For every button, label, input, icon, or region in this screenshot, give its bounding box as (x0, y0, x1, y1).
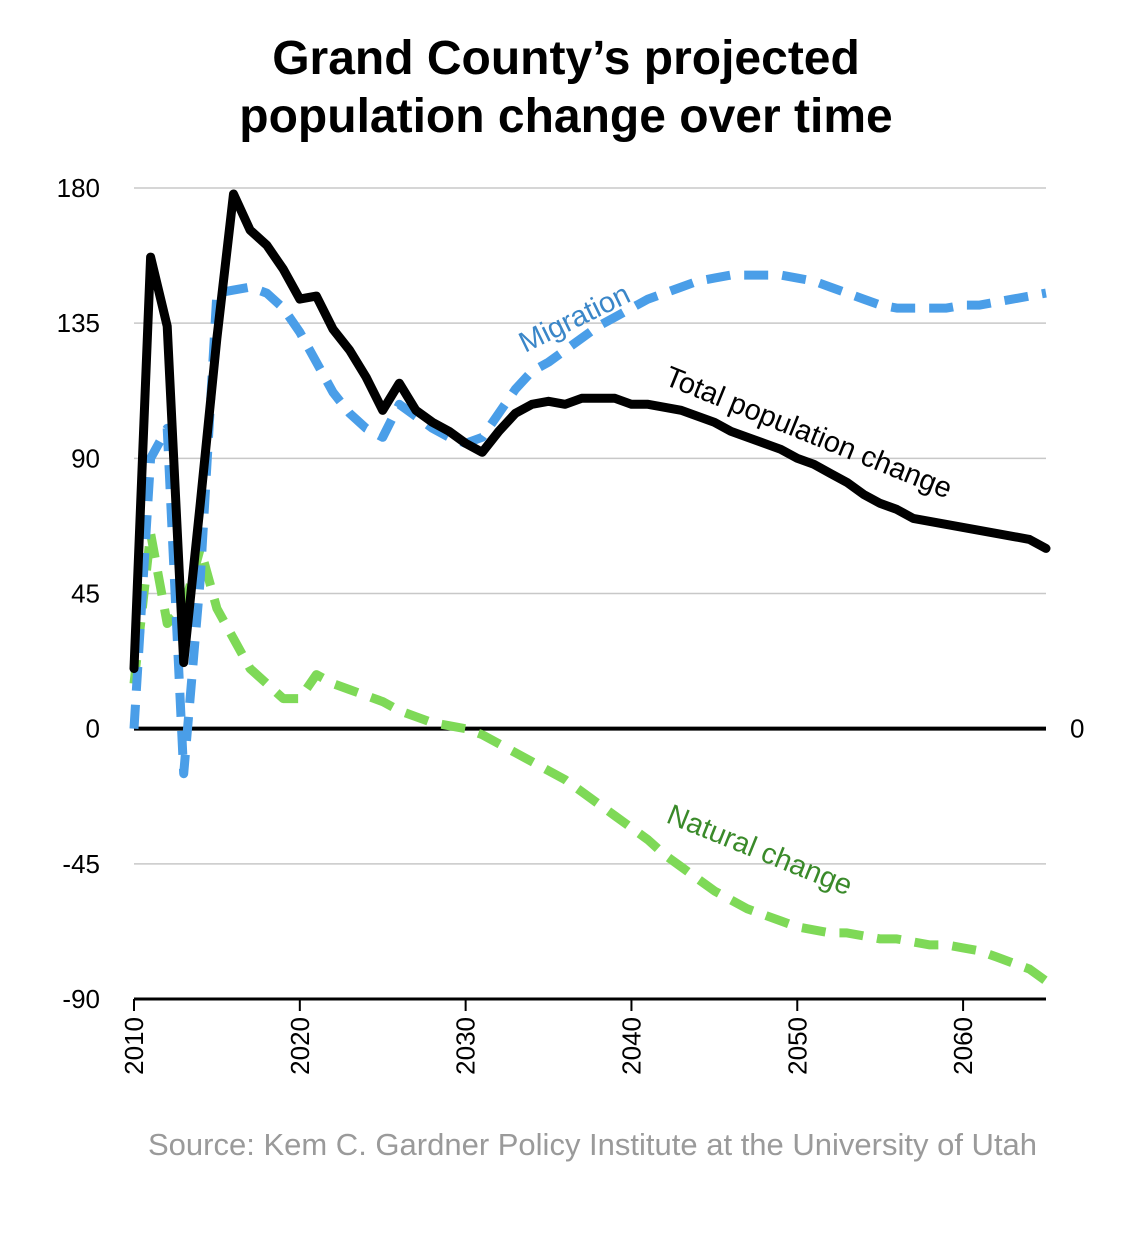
series-label-natural-change: Natural change (662, 799, 856, 902)
x-tick-label: 2010 (119, 1017, 149, 1075)
x-tick-label: 2040 (616, 1017, 646, 1075)
chart-title: Grand County’s projected population chan… (0, 30, 1132, 146)
source-note: Source: Kem C. Gardner Policy Institute … (148, 1127, 1038, 1162)
x-tick-label: 2060 (948, 1017, 978, 1075)
series-line-natural-change (129, 528, 1049, 985)
series-lines (129, 189, 1051, 985)
y-tick-label: 0 (86, 714, 100, 744)
series-line-migration (129, 270, 1047, 779)
y-tick-label: -90 (62, 984, 100, 1014)
chart-title-line-1: Grand County’s projected (272, 32, 860, 85)
x-tick-label: 2030 (451, 1017, 481, 1075)
series-label-total-population-change: Total population change (660, 361, 956, 505)
x-axis-ticks: 2010 2020 2030 2040 2050 2060 (119, 999, 978, 1075)
y-tick-label: 135 (57, 308, 100, 338)
zero-right-label: 0 (1070, 714, 1084, 744)
series-line-total-population-change (129, 189, 1051, 674)
y-tick-label: -45 (62, 849, 100, 879)
x-tick-label: 2020 (285, 1017, 315, 1075)
chart-title-line-2: population change over time (239, 90, 893, 143)
x-tick-label: 2050 (782, 1017, 812, 1075)
y-tick-label: 90 (71, 443, 100, 473)
grid-lines (134, 187, 1046, 1001)
y-axis-ticks: 180 135 90 45 0 -45 -90 0 (57, 173, 1085, 1014)
y-tick-label: 45 (71, 579, 100, 609)
y-tick-label: 180 (57, 173, 100, 203)
